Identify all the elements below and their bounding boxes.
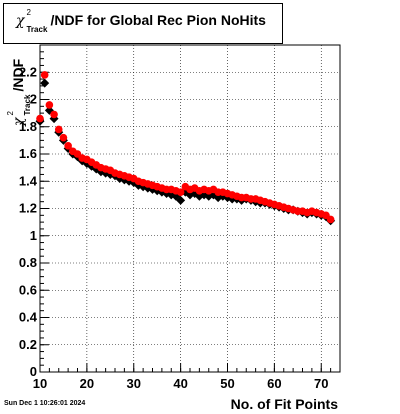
red-point <box>59 133 68 142</box>
y-tick-label: 2.2 <box>19 64 37 79</box>
x-tick-label: 50 <box>220 376 234 391</box>
y-tick-label: 1.4 <box>19 173 38 188</box>
y-axis-label: χ 2 Track/NDF <box>6 58 32 126</box>
y-tick-label: 0.2 <box>19 337 37 352</box>
title-box: χ 2 Track/NDF for Global Rec Pion NoHits <box>3 3 283 44</box>
title-sup: 2 <box>26 8 31 17</box>
red-point <box>176 188 185 196</box>
y-tick-label: 1 <box>30 228 37 243</box>
chart-title: χ 2 Track/NDF for Global Rec Pion NoHits <box>16 8 266 34</box>
timestamp: Sun Dec 1 10:26:01 2024 <box>4 400 86 407</box>
x-tick-label: 30 <box>127 376 141 391</box>
black-point <box>40 78 50 88</box>
x-axis-label: No. of Fit Points <box>230 396 338 412</box>
y-tick-label: 0.6 <box>19 282 37 297</box>
y-tick-label: 1.8 <box>19 119 37 134</box>
red-point <box>45 101 54 109</box>
red-point <box>40 71 49 79</box>
y-tick-label: 0.8 <box>19 255 37 270</box>
ylabel-chi-symbol: χ <box>11 117 27 126</box>
title-chi-symbol: χ <box>16 13 25 29</box>
x-tick-label: 60 <box>267 376 281 391</box>
axes <box>39 44 341 373</box>
y-tick-label: 2 <box>30 92 37 107</box>
title-sub: Track <box>26 25 48 34</box>
ylabel-text: /NDF <box>10 58 26 92</box>
tick-labels: 10 20 30 40 50 60 70 0 0.2 0.4 0.6 0.8 1 1.2 1.4 1.6 1.8… <box>19 64 329 391</box>
x-tick-label: 10 <box>33 376 47 391</box>
y-tick-label: 1.6 <box>19 146 37 161</box>
y-tick-label: 0 <box>30 364 37 379</box>
red-point <box>50 110 58 119</box>
x-tick-label: 20 <box>80 376 94 391</box>
x-tick-label: 40 <box>173 376 187 391</box>
red-point <box>54 125 63 134</box>
ylabel-sub: Track <box>23 94 32 116</box>
y-tick-label: 0.4 <box>19 310 38 325</box>
x-tick-label: 70 <box>314 376 328 391</box>
title-text: /NDF for Global Rec Pion NoHits <box>50 12 266 28</box>
grid-lines <box>39 45 340 373</box>
red-point <box>64 142 72 150</box>
red-point <box>326 215 335 224</box>
black-point <box>176 195 186 205</box>
series-red-markers <box>36 71 335 224</box>
red-point <box>36 114 44 123</box>
ylabel-sup: 2 <box>6 111 15 116</box>
y-tick-label: 1.2 <box>19 201 37 216</box>
